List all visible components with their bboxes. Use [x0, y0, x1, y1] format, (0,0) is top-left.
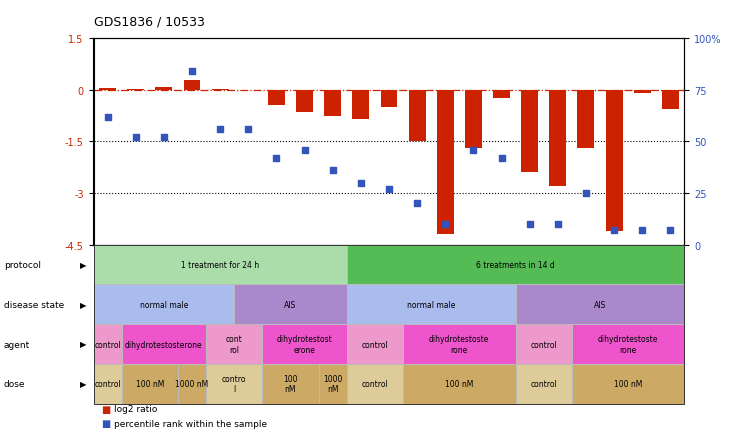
Bar: [268, 91, 285, 106]
Text: 1 treatment for 24 h: 1 treatment for 24 h: [181, 260, 260, 270]
Text: control: control: [94, 340, 121, 349]
Text: normal male: normal male: [407, 300, 456, 309]
Text: 1000
nM: 1000 nM: [323, 374, 343, 394]
Bar: [352, 91, 370, 120]
Text: ▶: ▶: [79, 260, 86, 270]
Bar: [183, 81, 200, 91]
Bar: [324, 91, 341, 116]
Text: AIS: AIS: [284, 300, 297, 309]
Bar: [465, 91, 482, 149]
Bar: [156, 88, 172, 91]
Text: percentile rank within the sample: percentile rank within the sample: [114, 419, 268, 427]
Point: [664, 227, 676, 234]
Point: [129, 135, 141, 141]
Point: [102, 114, 114, 121]
Text: AIS: AIS: [594, 300, 606, 309]
Bar: [634, 91, 651, 93]
Point: [580, 190, 592, 197]
Bar: [521, 91, 538, 173]
Text: control: control: [530, 379, 557, 388]
Text: GDS1836 / 10533: GDS1836 / 10533: [94, 15, 204, 28]
Bar: [381, 91, 397, 108]
Point: [552, 221, 564, 228]
Point: [383, 186, 395, 193]
Point: [271, 155, 283, 162]
Bar: [408, 91, 426, 142]
Bar: [662, 91, 678, 109]
Text: normal male: normal male: [140, 300, 188, 309]
Text: contro
l: contro l: [222, 374, 246, 394]
Bar: [549, 91, 566, 187]
Text: dihydrotestoste
rone: dihydrotestoste rone: [429, 335, 489, 354]
Point: [242, 126, 254, 133]
Point: [158, 135, 170, 141]
Bar: [127, 89, 144, 91]
Bar: [99, 89, 116, 91]
Text: 6 treatments in 14 d: 6 treatments in 14 d: [476, 260, 555, 270]
Bar: [606, 91, 622, 231]
Text: protocol: protocol: [4, 260, 40, 270]
Text: 1000 nM: 1000 nM: [175, 379, 209, 388]
Point: [495, 155, 507, 162]
Text: dose: dose: [4, 379, 25, 388]
Text: log2 ratio: log2 ratio: [114, 404, 158, 413]
Text: 100 nM: 100 nM: [135, 379, 164, 388]
Bar: [493, 91, 510, 99]
Text: 100
nM: 100 nM: [283, 374, 298, 394]
Point: [468, 147, 479, 154]
Text: dihydrotestost
erone: dihydrotestost erone: [277, 335, 332, 354]
Text: dihydrotestoste
rone: dihydrotestoste rone: [598, 335, 658, 354]
Point: [327, 168, 339, 174]
Text: control: control: [361, 379, 388, 388]
Text: cont
rol: cont rol: [226, 335, 242, 354]
Text: 100 nM: 100 nM: [614, 379, 643, 388]
Point: [186, 69, 198, 76]
Text: agent: agent: [4, 340, 30, 349]
Text: ■: ■: [101, 404, 110, 414]
Text: control: control: [94, 379, 121, 388]
Point: [439, 221, 451, 228]
Point: [608, 227, 620, 234]
Text: control: control: [530, 340, 557, 349]
Bar: [296, 91, 313, 113]
Text: control: control: [361, 340, 388, 349]
Text: ▶: ▶: [79, 379, 86, 388]
Point: [524, 221, 536, 228]
Point: [411, 201, 423, 207]
Text: disease state: disease state: [4, 300, 64, 309]
Text: dihydrotestosterone: dihydrotestosterone: [125, 340, 203, 349]
Text: ▶: ▶: [79, 300, 86, 309]
Bar: [577, 91, 595, 149]
Point: [355, 180, 367, 187]
Text: 100 nM: 100 nM: [445, 379, 473, 388]
Text: ■: ■: [101, 418, 110, 428]
Point: [637, 227, 649, 234]
Point: [298, 147, 310, 154]
Text: ▶: ▶: [79, 340, 86, 349]
Bar: [437, 91, 454, 235]
Bar: [212, 90, 229, 91]
Point: [214, 126, 226, 133]
